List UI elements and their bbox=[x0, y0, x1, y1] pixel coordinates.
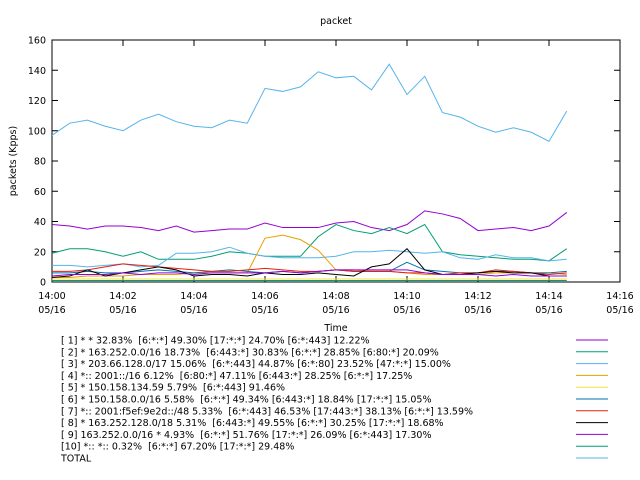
x-tick-label-line: 14:04 bbox=[180, 291, 207, 302]
x-tick-label-line: 14:16 bbox=[606, 291, 633, 302]
legend-label: [ 1] * * 32.83% [6:*:*] 49.30% [17:*:*] … bbox=[61, 336, 370, 347]
x-tick-label-line: 05/16 bbox=[251, 305, 278, 316]
x-tick-label-line: 05/16 bbox=[38, 305, 65, 316]
x-tick-label-line: 05/16 bbox=[464, 305, 491, 316]
legend-label: TOTAL bbox=[60, 454, 92, 465]
x-tick-label-line: 14:12 bbox=[464, 291, 491, 302]
legend-label: [ 3] * 203.66.128.0/17 15.06% [6:*:443] … bbox=[61, 359, 451, 370]
x-tick-label-line: 05/16 bbox=[109, 305, 136, 316]
x-tick-label-line: 14:06 bbox=[251, 291, 278, 302]
legend-label: [ 2] * 163.252.0.0/16 18.73% [6:443:*] 3… bbox=[61, 347, 439, 358]
x-tick-label-line: 14:14 bbox=[535, 291, 562, 302]
series-line bbox=[51, 269, 567, 277]
y-tick-label: 100 bbox=[28, 126, 46, 137]
series-line bbox=[51, 248, 567, 278]
x-tick-label-line: 05/16 bbox=[606, 305, 633, 316]
x-tick-label-line: 05/16 bbox=[322, 305, 349, 316]
y-tick-label: 40 bbox=[34, 217, 46, 228]
chart-title: packet bbox=[320, 16, 352, 27]
y-tick-label: 160 bbox=[28, 36, 46, 47]
x-tick-label-line: 05/16 bbox=[180, 305, 207, 316]
legend-label: [ 4] *:: 2001::/16 6.12% [6:80:*] 47.11%… bbox=[61, 371, 412, 382]
legend-label: [ 9] 163.252.0.0/16 * 4.93% [6:*:*] 51.7… bbox=[61, 430, 431, 441]
x-tick-label-line: 14:08 bbox=[322, 291, 349, 302]
x-tick-label: 14:06 05/16 bbox=[251, 291, 278, 316]
x-tick-label: 14:04 05/16 bbox=[180, 291, 207, 316]
series-line bbox=[51, 223, 568, 262]
series-line bbox=[52, 246, 567, 268]
series-line bbox=[52, 234, 567, 278]
x-tick-label: 14:08 05/16 bbox=[322, 291, 349, 316]
x-tick-label: 14:02 05/16 bbox=[109, 291, 136, 316]
y-axis-label: packets (Kpps) bbox=[8, 126, 19, 196]
legend-label: [10] *:: *:: 0.32% [6:*:*] 67.20% [17:*:… bbox=[61, 442, 294, 453]
y-tick-label: 60 bbox=[34, 187, 46, 198]
series-line bbox=[51, 210, 568, 233]
y-tick-label: 120 bbox=[28, 96, 46, 107]
y-tick-label: 140 bbox=[28, 66, 46, 77]
x-tick-label-line: 05/16 bbox=[393, 305, 420, 316]
x-tick-label-line: 14:02 bbox=[109, 291, 136, 302]
x-tick-label: 14:12 05/16 bbox=[464, 291, 491, 316]
x-tick-label: 14:00 05/16 bbox=[38, 291, 65, 316]
x-tick-label: 14:14 05/16 bbox=[535, 291, 562, 316]
legend-label: [ 8] * 163.252.128.0/18 5.31% [6:443:*] … bbox=[61, 418, 444, 429]
x-tick-label: 14:16 05/16 bbox=[606, 291, 633, 316]
x-axis-label: Time bbox=[323, 323, 347, 334]
legend-label: [ 7] *:: 2001:f5ef:9e2d::/48 5.33% [6:*:… bbox=[61, 406, 473, 417]
legend-label: [ 5] * 150.158.134.59 5.79% [6:*:443] 91… bbox=[61, 383, 285, 394]
y-tick-label: 20 bbox=[34, 247, 46, 258]
x-tick-label-line: 14:00 bbox=[38, 291, 65, 302]
x-tick-label: 14:10 05/16 bbox=[393, 291, 420, 316]
x-tick-label-line: 14:10 bbox=[393, 291, 420, 302]
x-tick-label-line: 05/16 bbox=[535, 305, 562, 316]
y-tick-label: 0 bbox=[40, 278, 46, 289]
series-line bbox=[51, 63, 568, 143]
y-tick-label: 80 bbox=[34, 157, 46, 168]
legend-label: [ 6] * 150.158.0.0/16 5.58% [6:*:*] 49.3… bbox=[61, 395, 431, 406]
